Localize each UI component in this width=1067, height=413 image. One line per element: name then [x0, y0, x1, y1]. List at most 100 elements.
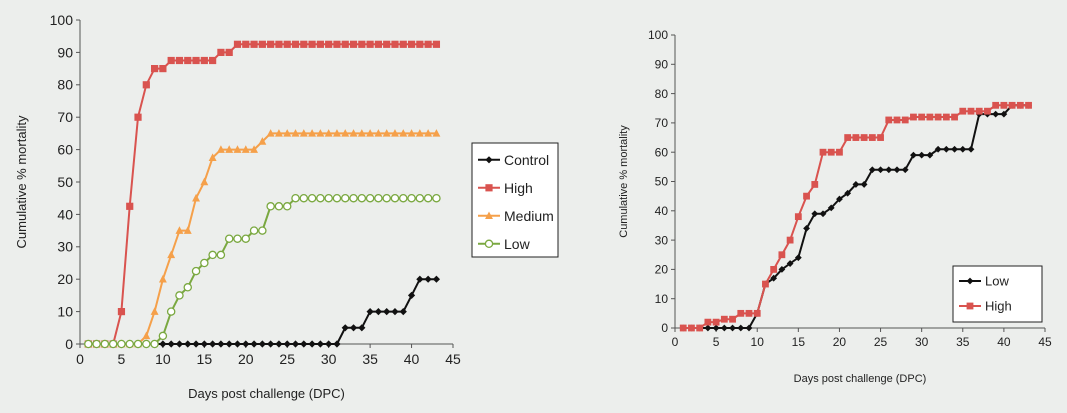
data-point	[1000, 101, 1008, 109]
series-line	[88, 43, 437, 345]
data-point	[233, 234, 242, 243]
data-point	[844, 134, 852, 141]
data-point	[910, 151, 917, 159]
legend-box	[952, 265, 1043, 323]
data-point	[959, 145, 967, 153]
y-tick-label: 10	[57, 304, 73, 320]
y-tick-label: 20	[655, 263, 669, 277]
data-point	[407, 40, 416, 48]
data-point	[167, 56, 175, 65]
data-point	[811, 181, 819, 188]
data-point	[150, 339, 159, 349]
data-point	[175, 291, 184, 300]
data-point	[852, 134, 860, 141]
data-point	[307, 193, 317, 203]
data-point	[217, 340, 225, 348]
data-point	[291, 40, 300, 48]
legend-swatch-marker	[966, 277, 974, 285]
data-point	[696, 324, 704, 332]
legend-swatch-marker	[485, 156, 493, 164]
data-point	[299, 193, 309, 203]
data-point	[704, 324, 712, 332]
x-tick-label: 10	[751, 335, 765, 349]
data-point	[167, 250, 176, 259]
x-tick-label: 5	[118, 351, 126, 367]
data-point	[340, 193, 350, 203]
chart-2: 0 10 20 30 40 50 60 70 80 90 100 0 5 10 15 20 25 30 35 40 45…	[618, 28, 1052, 385]
data-point	[126, 202, 134, 210]
data-point	[175, 340, 184, 348]
data-point	[225, 340, 233, 348]
data-point	[975, 107, 983, 115]
x-tick-label: 30	[915, 335, 929, 349]
data-point	[688, 324, 695, 332]
data-point	[308, 129, 317, 137]
data-point	[893, 166, 901, 174]
data-point	[967, 107, 975, 115]
data-point	[399, 40, 407, 48]
data-point	[117, 308, 126, 316]
data-point	[390, 193, 400, 203]
data-point	[200, 340, 208, 348]
data-point	[836, 148, 843, 156]
data-point	[308, 40, 316, 48]
data-point	[399, 308, 407, 316]
data-point	[142, 81, 150, 89]
data-point	[241, 145, 250, 153]
data-point	[407, 193, 416, 203]
data-point	[794, 254, 802, 262]
data-point	[827, 148, 835, 156]
data-point	[984, 107, 991, 115]
data-point	[391, 129, 399, 137]
y-tick-label: 90	[57, 44, 73, 60]
data-point	[258, 226, 267, 235]
series-high	[679, 101, 1032, 332]
data-point	[737, 324, 745, 332]
data-point	[432, 193, 441, 203]
data-point	[100, 339, 110, 349]
y-tick-label: 70	[655, 116, 669, 130]
data-point	[258, 40, 266, 48]
x-tick-label: 35	[956, 335, 970, 349]
data-point	[233, 340, 242, 348]
data-point	[901, 166, 909, 174]
data-point	[274, 129, 283, 137]
data-point	[217, 48, 225, 56]
data-point	[951, 113, 958, 121]
x-tick-label: 0	[672, 335, 679, 349]
data-point	[208, 153, 217, 161]
data-point	[158, 331, 168, 341]
data-point	[432, 40, 441, 48]
data-point	[333, 340, 341, 348]
y-tick-label: 60	[57, 142, 73, 158]
data-point	[893, 116, 901, 124]
legend-swatch-marker	[485, 184, 493, 192]
data-point	[191, 266, 201, 276]
data-point	[275, 40, 283, 48]
data-point	[341, 324, 349, 332]
data-point	[316, 193, 325, 203]
y-tick-label: 30	[57, 239, 73, 255]
y-tick-label: 70	[57, 109, 73, 125]
x-tick-label: 0	[76, 351, 84, 367]
y-tick-label: 100	[648, 28, 668, 42]
data-point	[192, 56, 200, 65]
legend-label: Low	[504, 236, 531, 252]
x-tick-label: 10	[155, 351, 171, 367]
data-point	[349, 40, 358, 48]
data-point	[374, 40, 382, 48]
data-point	[416, 40, 424, 48]
y-tick-label: 80	[655, 87, 669, 101]
data-point	[142, 339, 151, 349]
data-point	[745, 309, 753, 317]
legend-label: High	[985, 299, 1012, 314]
legend-label: High	[504, 180, 533, 196]
data-point	[332, 129, 341, 137]
data-point	[332, 193, 342, 203]
data-point	[415, 129, 424, 137]
data-point	[712, 324, 720, 332]
data-point	[399, 193, 408, 203]
data-point	[267, 340, 275, 348]
data-point	[926, 151, 934, 159]
legend-label: Control	[504, 152, 549, 168]
